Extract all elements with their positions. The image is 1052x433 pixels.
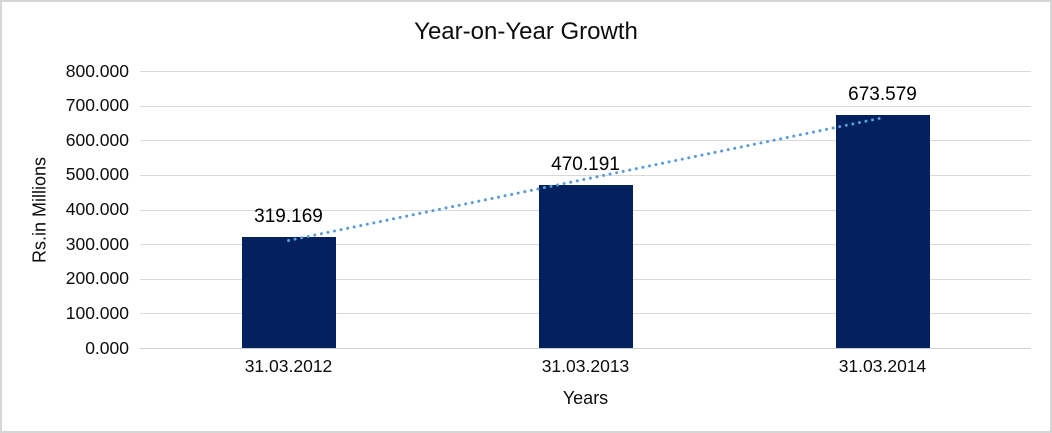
gridline — [140, 71, 1031, 72]
bar-31.03.2014[interactable] — [835, 114, 930, 348]
gridline — [140, 140, 1031, 142]
y-tick-label: 700.000 — [65, 95, 129, 116]
y-tick-label: 200.000 — [65, 268, 129, 289]
x-axis-title: Years — [562, 388, 609, 408]
x-tick-label: 31.03.2013 — [541, 356, 630, 376]
bar-data-label: 470.191 — [551, 154, 620, 176]
bar-31.03.2013[interactable] — [538, 185, 633, 348]
y-tick-label: 800.000 — [65, 60, 129, 81]
gridline — [140, 174, 1031, 176]
trendline-line — [287, 116, 884, 243]
y-tick-label: 100.000 — [65, 302, 129, 323]
trendline — [287, 116, 884, 243]
y-tick-label: 0.000 — [85, 337, 129, 358]
x-axis-line — [140, 348, 1031, 349]
y-tick-label: 500.000 — [65, 164, 129, 185]
gridline — [140, 105, 1031, 107]
chart-title: Year-on-Year Growth — [414, 18, 638, 45]
x-tick-label: 31.03.2012 — [244, 356, 333, 376]
y-tick-label: 400.000 — [65, 199, 129, 219]
x-tick-label: 31.03.2014 — [838, 356, 927, 376]
plot-area — [140, 71, 1031, 348]
bar-data-label: 673.579 — [848, 83, 917, 105]
y-tick-label: 600.000 — [65, 129, 129, 150]
bar-data-label: 319.169 — [254, 206, 323, 228]
y-tick-label: 300.000 — [65, 233, 129, 254]
bar-31.03.2012[interactable] — [241, 237, 336, 348]
